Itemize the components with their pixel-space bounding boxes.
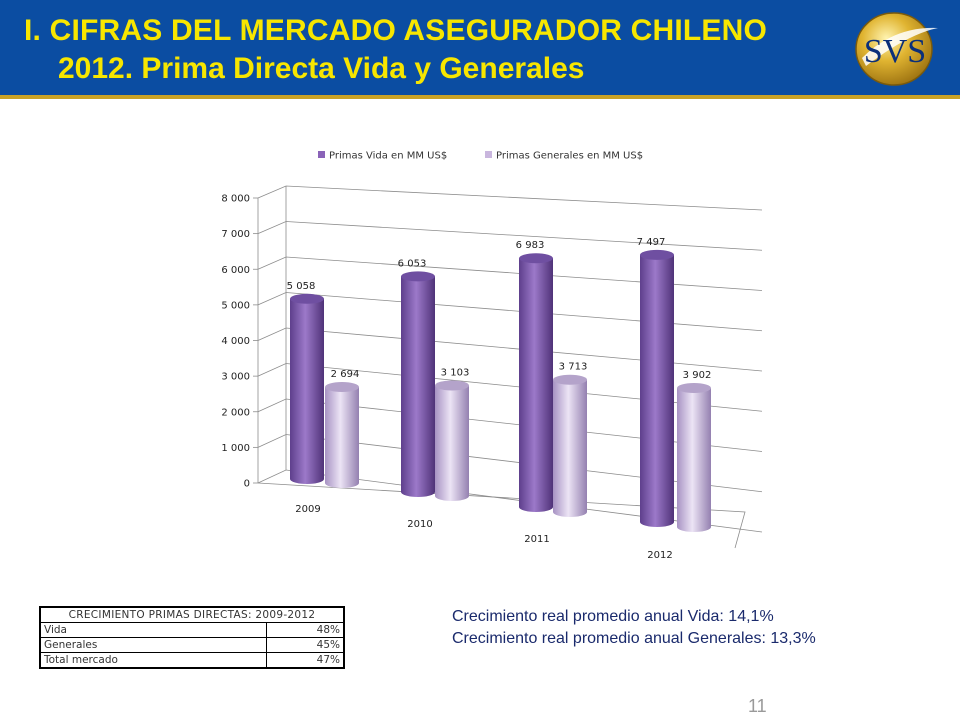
- growth-table: CRECIMIENTO PRIMAS DIRECTAS: 2009-2012 V…: [39, 606, 345, 669]
- table-row-label: Generales: [39, 637, 267, 653]
- table-row-value: 48%: [266, 622, 345, 638]
- bar-vida: [401, 276, 435, 497]
- table-title-row: CRECIMIENTO PRIMAS DIRECTAS: 2009-2012: [39, 606, 345, 623]
- table-row-value: 45%: [266, 637, 345, 653]
- data-label-vida: 6 053: [398, 258, 427, 269]
- table-title: CRECIMIENTO PRIMAS DIRECTAS: 2009-2012: [39, 606, 345, 623]
- y-tick-label: 2 000: [221, 407, 250, 418]
- bar-top-generales: [677, 382, 711, 393]
- table-row: Generales 45%: [39, 637, 345, 653]
- data-label-generales: 3 103: [441, 367, 470, 378]
- table-row-label: Vida: [39, 622, 267, 638]
- y-tick-label: 6 000: [221, 265, 250, 276]
- gridline: [257, 221, 763, 251]
- data-label-vida: 5 058: [287, 281, 316, 292]
- data-label-generales: 2 694: [331, 369, 360, 380]
- bar-generales: [325, 387, 359, 488]
- note-generales: Crecimiento real promedio anual Generale…: [452, 630, 816, 647]
- svs-logo: SVS: [855, 12, 938, 86]
- gridline: [257, 256, 763, 291]
- data-label-generales: 3 713: [559, 362, 588, 373]
- bar-vida: [640, 254, 674, 527]
- x-tick-label: 2011: [524, 534, 549, 545]
- chart-legend: Primas Vida en MM US$ Primas Generales e…: [318, 151, 643, 162]
- logo-text: SVS: [864, 33, 926, 70]
- header-bar: [0, 0, 960, 95]
- x-tick-label: 2012: [647, 550, 672, 561]
- bar-chart: Primas Vida en MM US$ Primas Generales e…: [221, 151, 763, 561]
- bar-top-vida: [290, 293, 324, 304]
- bar-vida: [290, 298, 324, 484]
- y-tick-label: 7 000: [221, 229, 250, 240]
- bar-generales: [553, 379, 587, 517]
- x-tick-label: 2009: [295, 504, 320, 515]
- data-label-generales: 3 902: [683, 370, 712, 381]
- gridline: [257, 327, 763, 372]
- y-tick-label: 1 000: [221, 443, 250, 454]
- y-tick-label: 4 000: [221, 336, 250, 347]
- page-number: 11: [748, 696, 767, 716]
- gridline: [257, 292, 763, 332]
- bar-top-generales: [553, 374, 587, 385]
- slide-title: I. CIFRAS DEL MERCADO ASEGURADOR CHILENO: [24, 14, 768, 47]
- y-tick-label: 8 000: [221, 194, 250, 205]
- legend-swatch-vida: [318, 151, 325, 158]
- bar-generales: [435, 385, 469, 501]
- y-tick-label: 0: [244, 479, 250, 490]
- bar-top-vida: [519, 253, 553, 264]
- plot-area: 0 1 000 2 000 3 000 4 000 5 000 6 000 7 000 8 00…: [221, 185, 763, 561]
- y-tick-label: 5 000: [221, 300, 250, 311]
- slide-subtitle: 2012. Prima Directa Vida y Generales: [58, 52, 585, 85]
- bar-top-generales: [435, 380, 469, 391]
- x-tick-label: 2010: [407, 519, 432, 530]
- table-row-label: Total mercado: [39, 652, 267, 669]
- data-label-vida: 6 983: [516, 240, 545, 251]
- note-vida: Crecimiento real promedio anual Vida: 14…: [452, 608, 774, 625]
- legend-label-generales: Primas Generales en MM US$: [496, 151, 643, 162]
- growth-notes: Crecimiento real promedio anual Vida: 14…: [452, 606, 816, 650]
- gridline: [257, 185, 763, 211]
- table-row-value: 47%: [266, 652, 345, 669]
- bar-top-vida: [640, 249, 674, 260]
- legend-label-vida: Primas Vida en MM US$: [329, 151, 447, 162]
- legend-swatch-generales: [485, 151, 492, 158]
- bar-top-generales: [325, 382, 359, 393]
- bar-generales: [677, 387, 711, 532]
- header-accent-line: [0, 95, 960, 99]
- bar-top-vida: [401, 271, 435, 282]
- bar-vida: [519, 258, 553, 512]
- table-row: Vida 48%: [39, 622, 345, 638]
- y-tick-label: 3 000: [221, 372, 250, 383]
- table-row: Total mercado 47%: [39, 652, 345, 669]
- data-label-vida: 7 497: [637, 237, 666, 248]
